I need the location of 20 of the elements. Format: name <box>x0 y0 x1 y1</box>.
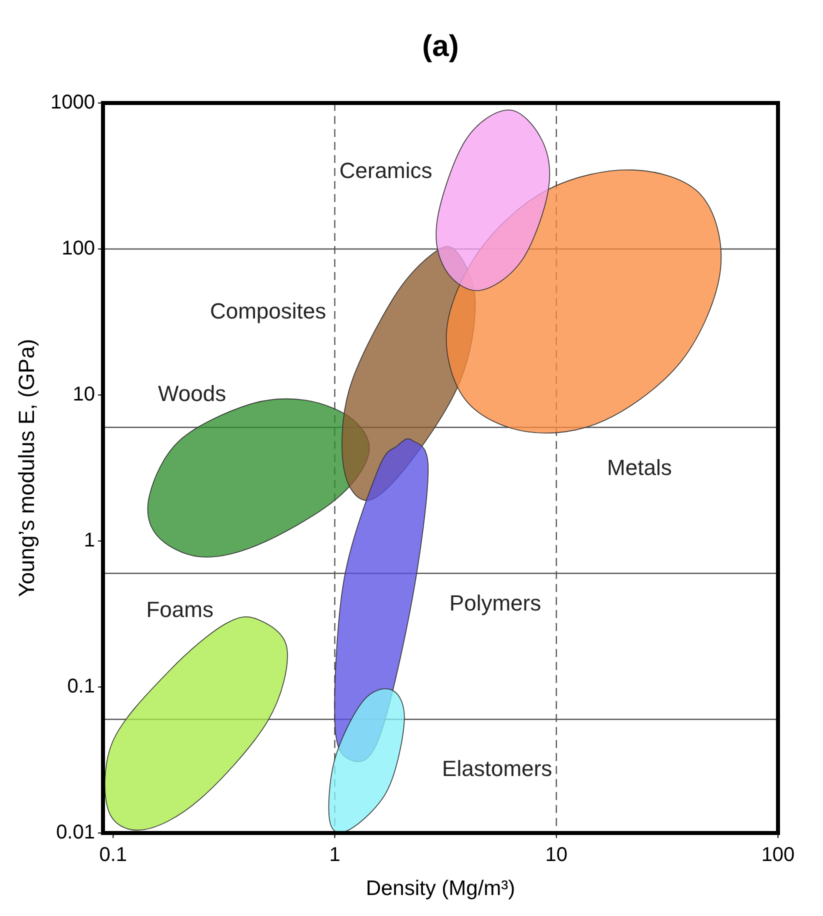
series-label: Foams <box>146 597 214 622</box>
x-tick-label: 0.1 <box>99 844 128 866</box>
y-tick-label: 1 <box>84 529 95 552</box>
x-tick-label: 1 <box>329 844 340 866</box>
series-label: Ceramics <box>339 158 432 183</box>
y-tick-label: 0.1 <box>67 675 95 698</box>
text: Composites <box>210 298 326 324</box>
y-axis-title: Young’s modulus E, (GPa) <box>14 338 39 598</box>
series-label: Woods <box>158 380 226 406</box>
x-tick-label: 100 <box>761 844 795 866</box>
series-label: Polymers <box>449 590 542 616</box>
series-label: Metals <box>607 455 672 480</box>
series-label: Elastomers <box>442 756 552 781</box>
y-tick-label: 10 <box>72 383 95 406</box>
y-tick-label: 0.01 <box>56 821 95 844</box>
x-tick-label: 10 <box>545 844 568 866</box>
y-tick-label: 1000 <box>50 91 95 114</box>
x-axis-title: Density (Mg/m³) <box>366 877 516 900</box>
chart-title: (a) <box>422 30 459 63</box>
y-tick-label: 100 <box>62 237 95 260</box>
